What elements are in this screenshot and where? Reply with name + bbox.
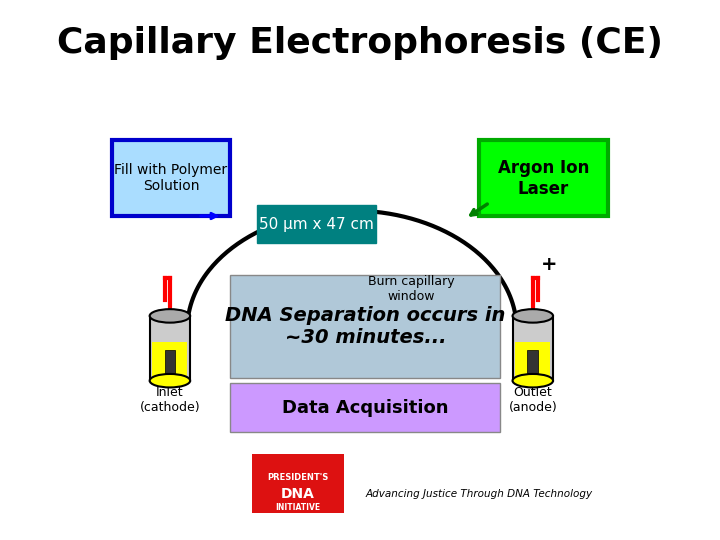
FancyBboxPatch shape [153,342,187,378]
FancyBboxPatch shape [164,350,176,373]
Text: 50 μm x 47 cm: 50 μm x 47 cm [259,217,374,232]
Ellipse shape [513,309,553,322]
Text: Burn capillary
window: Burn capillary window [368,275,454,303]
Text: Outlet
(anode): Outlet (anode) [508,386,557,414]
FancyBboxPatch shape [112,140,230,216]
Text: INITIATIVE: INITIATIVE [275,503,320,512]
FancyBboxPatch shape [258,205,376,243]
FancyBboxPatch shape [516,342,550,378]
Text: Data Acquisition: Data Acquisition [282,399,449,417]
Ellipse shape [150,374,190,388]
Text: +: + [541,255,557,274]
FancyBboxPatch shape [527,350,539,373]
Text: Argon Ion
Laser: Argon Ion Laser [498,159,589,198]
Ellipse shape [513,374,553,388]
Text: DNA Separation occurs in
~30 minutes...: DNA Separation occurs in ~30 minutes... [225,306,505,347]
Text: DNA: DNA [281,487,315,501]
Text: Capillary Electrophoresis (CE): Capillary Electrophoresis (CE) [57,26,663,60]
FancyBboxPatch shape [252,454,344,513]
Ellipse shape [150,309,190,322]
Text: Inlet
(cathode): Inlet (cathode) [140,386,200,414]
FancyBboxPatch shape [230,275,500,378]
FancyBboxPatch shape [513,316,553,381]
Text: PRESIDENT'S: PRESIDENT'S [267,474,328,482]
FancyBboxPatch shape [150,316,190,381]
FancyBboxPatch shape [230,383,500,432]
FancyBboxPatch shape [479,140,608,216]
Text: Fill with Polymer
Solution: Fill with Polymer Solution [114,163,228,193]
Text: Advancing Justice Through DNA Technology: Advancing Justice Through DNA Technology [365,489,593,499]
